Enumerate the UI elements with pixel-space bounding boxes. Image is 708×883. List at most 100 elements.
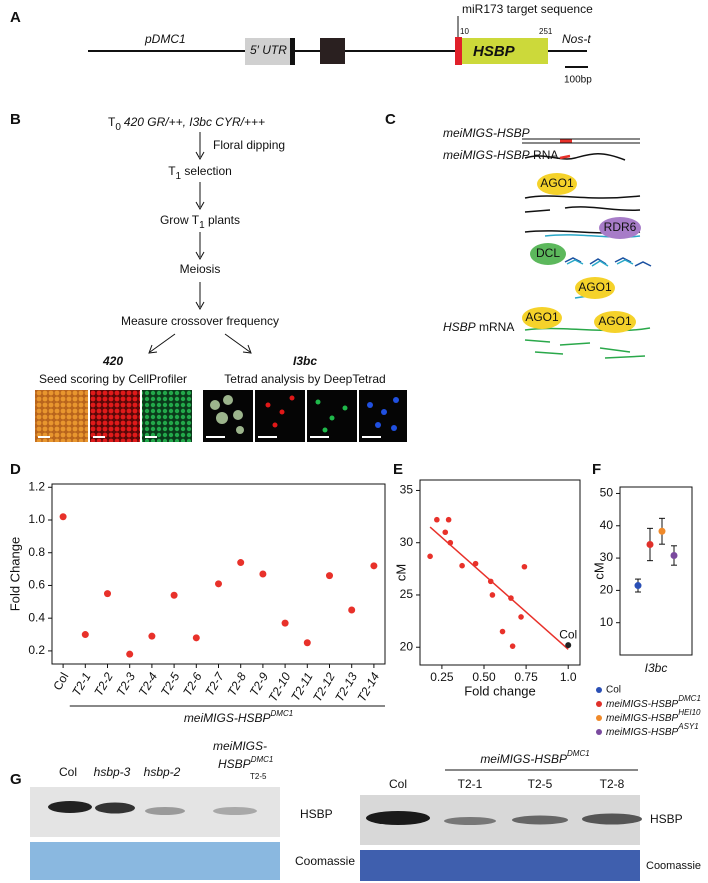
label: meiMIGS-HSBPASY1 — [606, 722, 699, 738]
band — [582, 813, 642, 825]
dot — [59, 513, 67, 521]
label: 5′ UTR — [250, 43, 287, 57]
point — [518, 614, 524, 620]
label: Grow T1 plants — [160, 213, 240, 230]
mrna — [524, 327, 651, 332]
label: Coomassie — [295, 854, 355, 868]
proteins — [522, 173, 641, 333]
construct-diagram: miR173 target sequence pDMC1 5′ UTR 10 2… — [88, 2, 593, 86]
utr-box — [245, 38, 291, 65]
plot-frame — [419, 479, 581, 666]
lane-label: Col — [59, 765, 77, 779]
label: meiMIGS-HSBPDMC1 — [606, 694, 701, 710]
legend-swatch — [596, 687, 602, 693]
point — [489, 592, 496, 598]
band — [366, 811, 430, 825]
x-tick-label: 0.50 — [472, 670, 496, 684]
x-tick-label: T2-8 — [225, 670, 250, 699]
band — [48, 801, 92, 813]
dot — [281, 619, 289, 627]
x-tick-label: T2-6 — [180, 670, 205, 699]
x-tick-label: T2-1 — [69, 670, 93, 698]
label: Seed scoring by CellProfiler — [39, 372, 187, 386]
superscript: DMC1 — [271, 709, 294, 718]
band — [444, 817, 496, 825]
rna — [524, 153, 626, 161]
gene-box — [462, 38, 548, 64]
arrow — [224, 333, 251, 353]
dot — [170, 591, 178, 599]
label: Floral dipping — [213, 138, 285, 152]
dot — [192, 634, 200, 642]
dot — [634, 582, 642, 590]
text: meiMIGS-HSBP — [606, 699, 679, 710]
dot — [658, 527, 666, 535]
panel-label: D — [10, 461, 21, 478]
x-tick-label: T2-4 — [136, 670, 161, 699]
y-tick-label: 0.2 — [28, 643, 45, 657]
text: plants — [205, 213, 240, 227]
text: Grow T — [160, 213, 200, 227]
arrow-head — [242, 344, 252, 354]
mrna-fragment — [524, 339, 646, 359]
micrograph — [359, 390, 407, 442]
text: selection — [181, 164, 232, 178]
point — [521, 563, 528, 570]
label: RDR6 — [604, 220, 637, 234]
label: 100bp — [564, 75, 592, 86]
dot — [326, 572, 333, 580]
label: pDMC1 — [144, 32, 186, 46]
label: AGO1 — [598, 314, 632, 328]
subscript: 1 — [199, 220, 205, 231]
dot — [126, 650, 134, 658]
rna — [524, 195, 641, 199]
label: Measure crossover frequency — [121, 314, 279, 328]
coomassie — [30, 842, 280, 880]
point — [447, 539, 454, 546]
x-tick-label: 0.75 — [514, 670, 538, 684]
label: HSBP — [300, 807, 333, 821]
dot — [303, 639, 311, 647]
label: Coomassie — [646, 860, 701, 872]
label: DCL — [536, 246, 560, 260]
subscript: 1 — [176, 171, 182, 182]
lane-label: T2-1 — [458, 777, 483, 791]
x-tick-label: T2-2 — [91, 670, 116, 699]
panel-label: C — [385, 111, 396, 128]
label: meiMIGS-HSBPDMC1 — [184, 709, 293, 725]
point — [434, 516, 440, 523]
label: AGO1 — [540, 176, 574, 190]
label: I3bc — [293, 354, 317, 368]
y-tick-label: 30 — [600, 550, 614, 564]
lane-label: hsbp-2 — [144, 765, 181, 779]
dot — [237, 559, 245, 567]
text: RNA — [530, 148, 559, 162]
y-tick-label: 0.6 — [28, 578, 45, 592]
x-tick-label: Col — [50, 670, 71, 693]
label: T1 selection — [168, 164, 232, 181]
lane-label: Col — [389, 777, 407, 791]
superscript: ASY1 — [677, 722, 698, 731]
dot — [348, 606, 356, 614]
panel-label: A — [10, 9, 21, 26]
x-tick-label: I3bc — [645, 661, 668, 675]
dot — [81, 631, 89, 639]
label: Meiosis — [180, 262, 221, 276]
label: 10 — [460, 27, 469, 36]
micrograph — [35, 390, 88, 442]
x-tick-label: T2-3 — [114, 670, 139, 699]
micrographs — [38, 390, 407, 442]
superscript: DMC1 — [567, 749, 590, 758]
point-label: Col — [559, 627, 577, 641]
x-tick-label: T2-14 — [354, 670, 382, 704]
text: 420 GR/++, I3bc CYR/+++ — [124, 115, 265, 129]
group-label: meiMIGS-HSBPDMC1 — [480, 749, 589, 766]
legend-swatch — [596, 729, 602, 735]
y-tick-label: 0.4 — [28, 610, 45, 624]
protein — [530, 243, 566, 265]
protein — [522, 307, 562, 329]
band — [213, 807, 257, 815]
text: T — [168, 164, 176, 178]
y-tick-label: 1.2 — [28, 479, 45, 493]
